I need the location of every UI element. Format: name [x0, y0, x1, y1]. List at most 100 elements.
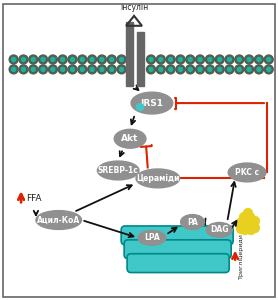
Circle shape: [235, 55, 244, 64]
Circle shape: [178, 68, 182, 71]
Ellipse shape: [131, 92, 173, 114]
Circle shape: [244, 208, 252, 217]
FancyBboxPatch shape: [121, 226, 233, 245]
Circle shape: [90, 58, 94, 62]
Ellipse shape: [138, 230, 166, 245]
Circle shape: [88, 55, 96, 64]
Circle shape: [100, 58, 104, 62]
Text: PA: PA: [187, 218, 198, 226]
Text: IRS1: IRS1: [140, 99, 163, 108]
Circle shape: [19, 55, 28, 64]
Circle shape: [267, 58, 271, 62]
Circle shape: [245, 55, 254, 64]
Circle shape: [176, 65, 185, 74]
Text: PKC c: PKC c: [235, 168, 259, 177]
Circle shape: [21, 68, 26, 71]
Circle shape: [196, 55, 205, 64]
Circle shape: [98, 65, 106, 74]
Circle shape: [58, 55, 67, 64]
Circle shape: [188, 58, 192, 62]
Text: SREBP-1c: SREBP-1c: [98, 166, 139, 175]
Circle shape: [51, 68, 55, 71]
Circle shape: [68, 65, 77, 74]
Circle shape: [215, 65, 224, 74]
Circle shape: [250, 224, 259, 232]
Circle shape: [68, 55, 77, 64]
Circle shape: [169, 58, 173, 62]
Text: Тригліцериди: Тригліцериди: [239, 233, 244, 279]
Circle shape: [218, 68, 222, 71]
Circle shape: [90, 68, 94, 71]
Circle shape: [41, 58, 45, 62]
Circle shape: [237, 58, 241, 62]
FancyBboxPatch shape: [127, 254, 229, 272]
Circle shape: [12, 68, 16, 71]
Circle shape: [198, 68, 202, 71]
Ellipse shape: [228, 163, 266, 182]
Text: Ацил-КоА: Ацил-КоА: [37, 215, 80, 224]
Circle shape: [205, 65, 214, 74]
Circle shape: [205, 55, 214, 64]
Circle shape: [39, 65, 48, 74]
Ellipse shape: [97, 161, 139, 180]
Circle shape: [51, 58, 55, 62]
Circle shape: [159, 58, 163, 62]
Bar: [126, 22, 133, 86]
Ellipse shape: [136, 169, 180, 188]
Circle shape: [149, 68, 153, 71]
Circle shape: [245, 65, 254, 74]
Circle shape: [156, 65, 165, 74]
Circle shape: [31, 58, 35, 62]
Circle shape: [169, 68, 173, 71]
Circle shape: [107, 55, 116, 64]
Circle shape: [236, 218, 245, 227]
Circle shape: [110, 58, 114, 62]
Text: LPA: LPA: [144, 233, 160, 242]
Circle shape: [254, 55, 263, 64]
Circle shape: [117, 65, 126, 74]
Text: DAG: DAG: [210, 225, 229, 234]
Circle shape: [120, 58, 123, 62]
Circle shape: [78, 55, 87, 64]
Circle shape: [198, 58, 202, 62]
Circle shape: [188, 68, 192, 71]
Circle shape: [247, 68, 251, 71]
Circle shape: [240, 213, 249, 221]
Circle shape: [215, 55, 224, 64]
Circle shape: [254, 65, 263, 74]
Circle shape: [267, 68, 271, 71]
Text: FFA: FFA: [26, 194, 41, 203]
Circle shape: [186, 55, 195, 64]
Circle shape: [159, 68, 163, 71]
Circle shape: [19, 65, 28, 74]
Circle shape: [107, 65, 116, 74]
Circle shape: [238, 221, 247, 230]
Circle shape: [178, 58, 182, 62]
Circle shape: [240, 226, 249, 234]
Circle shape: [147, 65, 155, 74]
Circle shape: [41, 68, 45, 71]
Ellipse shape: [114, 129, 146, 148]
Circle shape: [100, 68, 104, 71]
Circle shape: [156, 55, 165, 64]
Circle shape: [21, 58, 26, 62]
Circle shape: [264, 55, 273, 64]
Circle shape: [98, 55, 106, 64]
FancyBboxPatch shape: [124, 240, 231, 259]
Bar: [137, 32, 144, 86]
Circle shape: [136, 103, 143, 110]
Circle shape: [225, 65, 234, 74]
Circle shape: [31, 68, 35, 71]
Circle shape: [227, 68, 232, 71]
Circle shape: [257, 58, 261, 62]
Circle shape: [110, 68, 114, 71]
Circle shape: [166, 65, 175, 74]
Circle shape: [48, 65, 57, 74]
Circle shape: [186, 65, 195, 74]
Circle shape: [80, 58, 84, 62]
Text: Akt: Akt: [121, 134, 139, 143]
Circle shape: [71, 58, 75, 62]
Circle shape: [237, 68, 241, 71]
Circle shape: [48, 55, 57, 64]
Circle shape: [61, 68, 65, 71]
